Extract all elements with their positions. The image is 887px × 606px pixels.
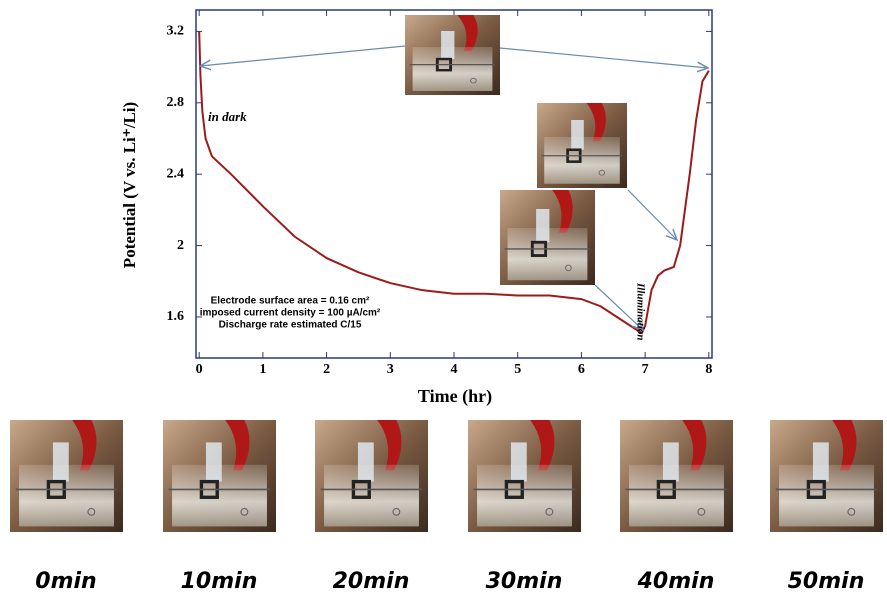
photo-caption: 0min (35, 569, 96, 594)
inset-photo (500, 190, 595, 285)
x-tick-label: 3 (387, 362, 394, 377)
x-tick-label: 5 (514, 362, 521, 377)
y-tick-label: 2.4 (167, 166, 185, 181)
x-tick-label: 2 (323, 362, 330, 377)
x-axis-label: Time (hr) (418, 386, 492, 407)
arrows (200, 45, 708, 330)
photo-caption: 50min (788, 569, 865, 594)
annotation: imposed current density = 100 µA/cm² (200, 308, 381, 319)
photo (620, 420, 733, 532)
photo (163, 420, 276, 532)
y-tick-label: 2.8 (167, 95, 185, 110)
photo-caption: 40min (637, 569, 715, 594)
y-tick-label: 2 (177, 238, 184, 253)
photo-caption: 20min (333, 569, 410, 594)
photo (315, 420, 428, 532)
x-tick-label: 7 (642, 362, 649, 377)
annotation: in dark (208, 109, 247, 124)
y-tick-label: 3.2 (167, 24, 185, 39)
y-axis-label: Potential (V vs. Li⁺/Li) (120, 102, 139, 268)
inset-photo (405, 15, 500, 95)
x-tick-label: 6 (578, 362, 585, 377)
photo-caption: 30min (486, 569, 563, 594)
x-tick-label: 4 (451, 362, 458, 377)
data-line (198, 31, 710, 335)
y-tick-label: 1.6 (167, 309, 185, 324)
x-tick-label: 8 (705, 362, 712, 377)
annotation: Discharge rate estimated C/15 (219, 320, 362, 331)
photo-caption: 10min (181, 569, 258, 594)
photo (770, 420, 883, 532)
photo (10, 420, 123, 532)
annotation: Electrode surface area = 0.16 cm² (211, 296, 370, 307)
inset-photo (537, 103, 627, 188)
x-tick-label: 1 (259, 362, 266, 377)
photo (468, 420, 581, 532)
annotation: Illumination (634, 282, 646, 340)
x-tick-label: 0 (196, 362, 203, 377)
